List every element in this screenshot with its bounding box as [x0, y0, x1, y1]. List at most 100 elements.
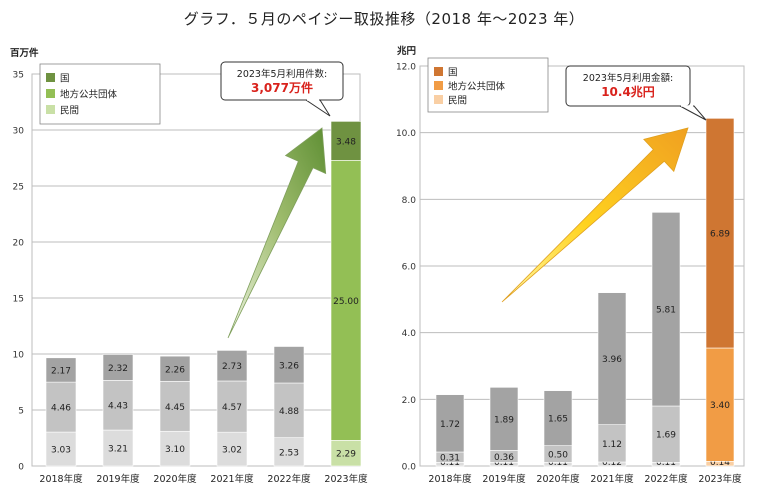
data-label: 0.11	[656, 458, 676, 468]
y-tick-label: 35	[13, 71, 24, 81]
plot-frame	[31, 73, 361, 467]
bar-segment	[489, 387, 519, 451]
y-tick-label: 6.0	[402, 263, 417, 273]
legend-swatch	[46, 73, 55, 82]
legend-swatch	[46, 89, 55, 98]
legend-label: 国	[60, 74, 70, 85]
legend-label: 地方公共団体	[60, 89, 118, 101]
y-tick-label: 2.0	[402, 396, 417, 406]
callout-tail	[304, 99, 331, 117]
bar-segment	[159, 355, 191, 382]
data-label: 1.89	[494, 415, 514, 425]
bar-segment	[330, 160, 362, 441]
callout-tail	[679, 105, 707, 121]
bar-segment	[102, 354, 134, 381]
callout: 2023年5月利用件数:3,077万件	[220, 61, 344, 117]
y-tick-label: 10	[13, 351, 25, 361]
callout-box	[220, 61, 344, 101]
page-title: グラフ．５月のペイジー取扱推移（2018 年～2023 年）	[183, 10, 585, 28]
legend-swatch	[434, 95, 443, 104]
bar-segment	[159, 430, 191, 467]
x-tick-label: 2022年度	[267, 473, 311, 485]
legend-label: 国	[448, 68, 458, 79]
callout-line2: 3,077万件	[251, 80, 313, 95]
callout-line2: 10.4兆円	[601, 84, 655, 99]
bar-segment	[543, 390, 573, 446]
legend-swatch	[46, 105, 55, 114]
x-tick-label: 2019年度	[96, 473, 140, 485]
chart-1: 0 5 10 15 20 25 30 35 百万件 3.03 4.46 2.17 2018年度 3.21 4…	[10, 47, 368, 485]
bar-segment	[216, 350, 248, 382]
bar-segment	[45, 381, 77, 433]
x-tick-label: 2021年度	[590, 473, 634, 485]
data-label: 2.73	[222, 362, 242, 372]
x-tick-label: 2022年度	[644, 473, 688, 485]
bar-segment	[159, 381, 191, 432]
trend-arrow	[227, 127, 327, 339]
callout: 2023年5月利用金額:10.4兆円	[565, 65, 707, 121]
data-label: 3.26	[279, 361, 299, 371]
data-label: 3.48	[336, 137, 356, 147]
y-axis-unit: 百万件	[10, 47, 39, 59]
y-tick-label: 10.0	[396, 129, 416, 139]
y-tick-label: 5	[18, 407, 24, 417]
data-label: 3.02	[222, 446, 242, 456]
y-axis-unit: 兆円	[397, 45, 416, 57]
legend-box	[39, 63, 161, 125]
callout-line1: 2023年5月利用金額:	[583, 72, 673, 84]
y-tick-label: 15	[13, 295, 24, 305]
y-tick-label: 4.0	[402, 329, 417, 339]
bar-segment	[705, 347, 735, 462]
data-label: 3.10	[165, 445, 185, 455]
data-label: 2.26	[165, 365, 185, 375]
x-tick-label: 2023年度	[698, 473, 742, 485]
data-label: 0.36	[494, 453, 514, 463]
bar-segment	[45, 357, 77, 383]
x-tick-label: 2018年度	[39, 473, 83, 485]
data-label: 2.32	[108, 364, 128, 374]
data-label: 2.53	[279, 448, 299, 458]
bar-segment	[435, 394, 465, 453]
y-tick-label: 0	[18, 463, 24, 473]
x-tick-label: 2020年度	[153, 473, 197, 485]
data-label: 4.57	[222, 403, 242, 413]
legend-box	[427, 57, 549, 113]
data-label: 1.65	[548, 415, 568, 425]
bar-segment	[216, 380, 248, 433]
data-label: 1.12	[602, 440, 622, 450]
bar-segment	[330, 440, 362, 467]
data-label: 2.29	[336, 450, 356, 460]
data-label: 0.11	[548, 458, 568, 468]
bar-segment	[597, 292, 627, 425]
data-label: 3.21	[108, 445, 128, 455]
data-label: 1.72	[440, 420, 460, 430]
bar-segment	[597, 424, 627, 463]
bar-segment	[273, 382, 305, 438]
data-label: 1.69	[656, 431, 676, 441]
y-tick-label: 20	[13, 239, 25, 249]
data-label: 4.43	[108, 402, 128, 412]
x-tick-label: 2019年度	[482, 473, 526, 485]
y-tick-label: 12.0	[396, 63, 416, 73]
data-label: 4.46	[51, 404, 71, 414]
y-tick-label: 8.0	[402, 196, 417, 206]
legend-swatch	[434, 67, 443, 76]
bar-segment	[651, 212, 681, 407]
data-label: 0.12	[602, 458, 622, 468]
trend-arrow	[501, 127, 689, 303]
bar-segment	[273, 346, 305, 384]
data-label: 0.11	[494, 458, 514, 468]
data-label: 3.03	[51, 446, 71, 456]
data-label: 0.11	[440, 458, 460, 468]
bar-segment	[273, 437, 305, 467]
data-label: 2.17	[51, 366, 71, 376]
data-label: 25.00	[333, 297, 359, 307]
legend-swatch	[434, 81, 443, 90]
data-label: 5.81	[656, 306, 676, 316]
bar-segment	[102, 429, 134, 467]
data-label: 6.89	[710, 230, 730, 240]
chart-2: 0.02.04.06.08.010.012.0兆円0.110.311.72201…	[396, 45, 745, 485]
